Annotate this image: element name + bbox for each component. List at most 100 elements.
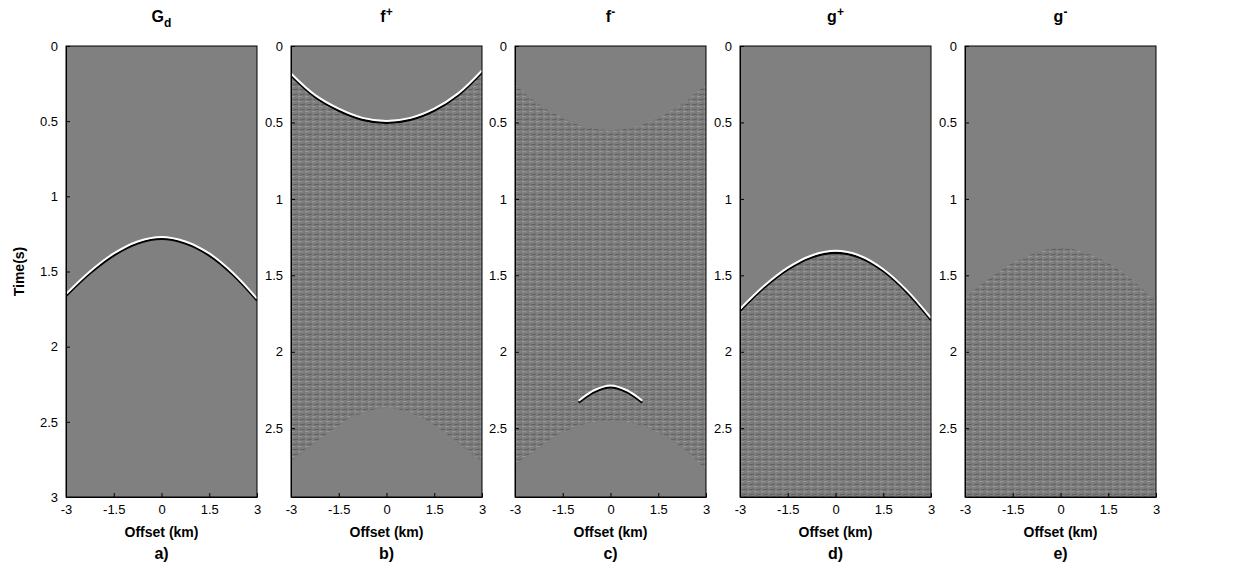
panel-label: c) bbox=[603, 545, 617, 562]
x-axis: -3-1.501.53 bbox=[510, 493, 710, 517]
x-tick-label: 1.5 bbox=[201, 502, 219, 517]
x-tick: 1.5 bbox=[201, 493, 219, 517]
y-tick: 0.5 bbox=[939, 115, 969, 130]
y-tick-mark bbox=[740, 199, 744, 200]
noise-region bbox=[291, 74, 482, 462]
y-axis-line bbox=[740, 47, 741, 498]
plot-background bbox=[965, 46, 1156, 497]
x-tick: -1.5 bbox=[1002, 493, 1024, 517]
y-axis: 00.511.522.5 bbox=[265, 39, 295, 498]
y-tick-label: 2 bbox=[500, 344, 507, 359]
x-axis-title: Offset (km) bbox=[1024, 524, 1098, 540]
x-tick: 3 bbox=[1153, 493, 1160, 517]
y-axis-line bbox=[515, 47, 516, 498]
plot-frame bbox=[740, 46, 931, 497]
x-tick-label: -1.5 bbox=[103, 502, 125, 517]
x-axis-line bbox=[516, 497, 707, 498]
panel-title: f+ bbox=[380, 5, 392, 25]
panel-label: b) bbox=[379, 545, 394, 562]
x-tick-label: 3 bbox=[703, 502, 710, 517]
y-tick-mark bbox=[291, 428, 295, 429]
y-tick: 1 bbox=[950, 192, 969, 207]
x-tick: 1.5 bbox=[1100, 493, 1118, 517]
y-tick-label: 1.5 bbox=[714, 268, 732, 283]
y-tick-mark bbox=[965, 122, 969, 123]
y-tick: 0.5 bbox=[489, 115, 519, 130]
x-tick: -1.5 bbox=[552, 493, 574, 517]
y-tick-mark bbox=[66, 121, 70, 122]
panel-label: d) bbox=[828, 545, 843, 562]
x-tick: -1.5 bbox=[103, 493, 125, 517]
y-tick: 0.5 bbox=[40, 114, 70, 129]
plot-area bbox=[291, 70, 482, 461]
x-tick: 3 bbox=[479, 493, 486, 517]
event-trough bbox=[579, 387, 643, 402]
event bbox=[291, 70, 482, 120]
plot-background bbox=[515, 46, 706, 497]
x-tick-mark bbox=[482, 493, 483, 497]
x-tick-mark bbox=[1013, 493, 1014, 497]
y-tick-label: 1 bbox=[276, 192, 283, 207]
x-tick-label: 3 bbox=[928, 502, 935, 517]
figure: -3-1.501.5300.511.522.53GdOffset (km)Tim… bbox=[0, 0, 1245, 570]
y-tick: 2 bbox=[950, 344, 969, 359]
y-tick: 2 bbox=[500, 344, 519, 359]
panel-title: g- bbox=[1054, 5, 1068, 25]
y-tick: 2.5 bbox=[714, 421, 744, 436]
y-tick-label: 0.5 bbox=[489, 115, 507, 130]
y-tick: 1.5 bbox=[714, 268, 744, 283]
y-tick: 1 bbox=[500, 192, 519, 207]
y-axis: 00.511.522.53 bbox=[40, 39, 70, 505]
x-tick: 1.5 bbox=[650, 493, 668, 517]
y-tick-label: 2 bbox=[725, 344, 732, 359]
x-tick-mark bbox=[1061, 493, 1062, 497]
x-axis: -3-1.501.53 bbox=[735, 493, 935, 517]
noise-region bbox=[515, 84, 706, 469]
plot-area bbox=[965, 248, 1156, 497]
x-tick-label: -1.5 bbox=[552, 502, 574, 517]
y-tick: 1.5 bbox=[489, 268, 519, 283]
plot-background bbox=[291, 46, 482, 497]
y-tick-label: 0 bbox=[725, 39, 732, 54]
panel: -3-1.501.5300.511.522.5f-Offset (km)c) bbox=[489, 5, 710, 562]
y-axis-line bbox=[291, 47, 292, 498]
x-tick: 3 bbox=[928, 493, 935, 517]
y-tick: 0.5 bbox=[714, 115, 744, 130]
x-tick-label: -3 bbox=[960, 502, 972, 517]
y-tick-mark bbox=[515, 46, 519, 47]
x-tick: 3 bbox=[254, 493, 261, 517]
y-tick: 1 bbox=[725, 192, 744, 207]
y-tick-label: 0.5 bbox=[714, 115, 732, 130]
y-tick-mark bbox=[740, 46, 744, 47]
x-axis: -3-1.501.53 bbox=[960, 493, 1160, 517]
x-tick: -1.5 bbox=[777, 493, 799, 517]
y-tick: 0 bbox=[950, 39, 969, 54]
panel: -3-1.501.5300.511.522.5f+Offset (km)b) bbox=[265, 5, 486, 562]
y-tick-label: 2 bbox=[51, 339, 58, 354]
panel-title: f- bbox=[606, 5, 615, 25]
x-tick: 0 bbox=[832, 493, 839, 517]
y-tick-mark bbox=[965, 352, 969, 353]
x-tick-label: -3 bbox=[510, 502, 522, 517]
plot-frame bbox=[965, 46, 1156, 497]
y-axis: 00.511.522.5 bbox=[939, 39, 969, 498]
y-tick-mark bbox=[515, 428, 519, 429]
panel-title: g+ bbox=[827, 5, 844, 25]
x-axis-title: Offset (km) bbox=[350, 524, 424, 540]
x-tick-mark bbox=[209, 493, 210, 497]
y-tick: 1.5 bbox=[40, 264, 70, 279]
plot-background bbox=[66, 46, 257, 497]
x-tick-label: 3 bbox=[1153, 502, 1160, 517]
y-tick-label: 2 bbox=[950, 344, 957, 359]
y-tick-mark bbox=[66, 422, 70, 423]
plot-background bbox=[740, 46, 931, 497]
noise-region bbox=[965, 248, 1156, 497]
y-tick: 2.5 bbox=[40, 414, 70, 429]
y-tick: 0 bbox=[276, 39, 295, 54]
y-tick-mark bbox=[965, 275, 969, 276]
plot-frame bbox=[515, 46, 706, 497]
x-tick: 0 bbox=[158, 493, 165, 517]
y-tick-mark bbox=[515, 199, 519, 200]
x-axis-line bbox=[741, 497, 932, 498]
y-tick-mark bbox=[66, 46, 70, 47]
